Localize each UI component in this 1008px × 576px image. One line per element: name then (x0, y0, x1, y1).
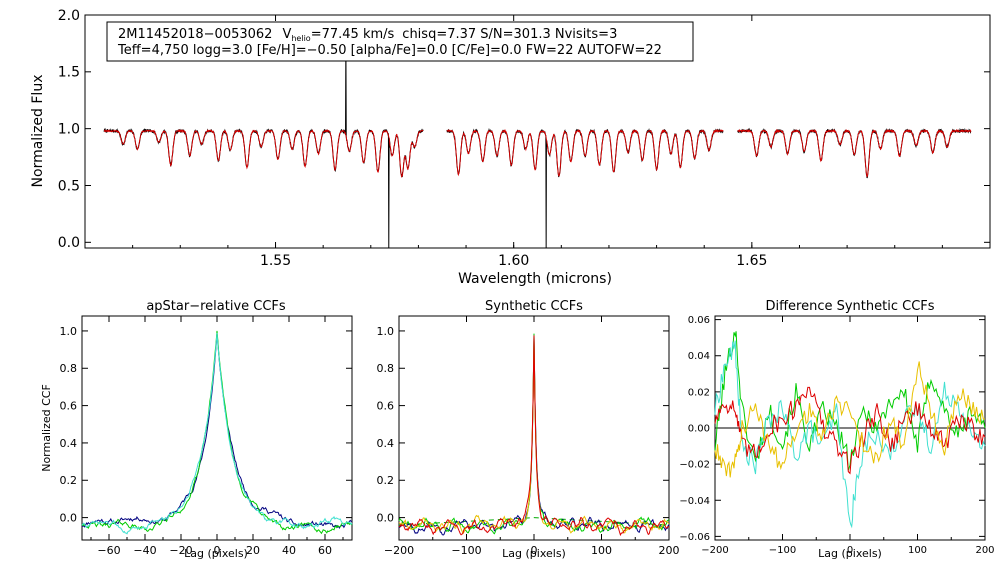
spectrum-lines (103, 39, 972, 249)
v-value: =77.45 km/s (311, 27, 395, 42)
ccf-series-4 (398, 335, 670, 537)
difference-ccf-x-axis-label: Lag (pixels) (818, 547, 882, 560)
x-tick-label: −200 (701, 545, 728, 556)
apstar-ccf-y-axis-label: Normalized CCF (40, 384, 53, 472)
apstar-ccf-lines (81, 330, 353, 535)
x-tick-label: 1.65 (736, 253, 767, 269)
x-tick-label: −60 (97, 544, 120, 557)
difference-ccf-x-ticks: −200 −100 0 100 200 (701, 316, 995, 556)
spectrum-info-line1: 2M11452018−0053062 Vhelio=77.45 km/s chisq… (118, 27, 617, 43)
y-tick-label: 0.02 (688, 387, 710, 398)
spectrum-info-box: 2M11452018−0053062 Vhelio=77.45 km/s chisq… (106, 21, 694, 62)
x-tick-label: 0 (847, 545, 853, 556)
x-tick-label: 1.60 (498, 253, 529, 269)
spectrum-x-ticks: 1.55 1.60 1.65 (84, 15, 943, 269)
apstar-ccf-y-ticks: 0.0 0.2 0.4 0.6 0.8 1.0 (60, 325, 352, 524)
ccf-series-2 (81, 330, 353, 535)
y-tick-label: 0.0 (60, 511, 78, 524)
spectrum-plot-frame (84, 14, 991, 249)
y-tick-label: 1.5 (58, 65, 80, 81)
apstar-ccf-x-ticks: −60 −40 −20 0 20 40 60 (90, 316, 344, 557)
x-tick-label: 0 (214, 544, 221, 557)
v-label: V (282, 27, 291, 42)
x-tick-label: −20 (169, 544, 192, 557)
spectrum-y-ticks: 0.0 0.5 1.0 1.5 2.0 (58, 8, 990, 251)
difference-ccf-lines (714, 331, 986, 529)
y-tick-label: 0.0 (58, 235, 80, 251)
x-tick-label: −100 (769, 545, 796, 556)
apstar-ccf-title: apStar−relative CCFs (146, 299, 286, 314)
apstar-ccf-panel: apStar−relative CCFs −60 −40 −20 0 20 40 60 0.… (40, 299, 353, 560)
x-tick-label: 20 (246, 544, 260, 557)
difference-series-2 (714, 340, 986, 529)
spectrum-info-frame (106, 21, 694, 62)
y-tick-label: 0.00 (688, 424, 710, 435)
star-id: 2M11452018−0053062 (118, 27, 272, 42)
y-tick-label: 0.6 (60, 399, 78, 412)
x-tick-label: 100 (591, 544, 612, 557)
difference-series-3 (714, 386, 986, 475)
y-tick-label: 2.0 (58, 8, 80, 24)
spectrum-model-segment-1 (103, 128, 424, 178)
y-tick-label: 0.06 (688, 315, 710, 326)
x-tick-label: −100 (451, 544, 481, 557)
difference-ccf-title: Difference Synthetic CCFs (765, 299, 934, 314)
y-tick-label: 0.5 (58, 178, 80, 194)
synthetic-ccf-x-axis-label: Lag (pixels) (502, 547, 566, 560)
x-tick-label: 1.55 (260, 253, 291, 269)
difference-series-4 (714, 361, 986, 478)
difference-ccf-panel: Difference Synthetic CCFs −200 −100 0 100 20… (679, 299, 994, 560)
x-tick-label: 60 (318, 544, 332, 557)
y-tick-label: 1.0 (58, 122, 80, 138)
spectrum-model-segment-2 (446, 128, 724, 177)
y-tick-label: −0.02 (679, 460, 710, 471)
y-tick-label: 0.6 (377, 399, 395, 412)
x-tick-label: 40 (282, 544, 296, 557)
ccf-series-1 (81, 333, 353, 530)
apstar-ccf-x-axis-label: Lag (pixels) (184, 547, 248, 560)
x-tick-label: 200 (975, 545, 994, 556)
y-tick-label: 0.04 (688, 351, 710, 362)
spectrum-info-line2: Teff=4,750 logg=3.0 [Fe/H]=−0.50 [alpha/… (117, 43, 662, 58)
synthetic-ccf-panel: Synthetic CCFs −200 −100 0 100 200 0.0 0.2 0.4… (377, 299, 680, 560)
difference-ccf-y-ticks: −0.06 −0.04 −0.02 0.00 0.02 0.04 0.06 (679, 315, 985, 543)
x-tick-label: 100 (908, 545, 927, 556)
spectrum-observed-segment-2 (446, 127, 724, 249)
ccf-series-3 (81, 332, 353, 535)
synthetic-ccf-lines (398, 333, 670, 537)
y-tick-label: 0.4 (60, 437, 78, 450)
x-tick-label: 200 (659, 544, 680, 557)
apstar-ccf-frame (81, 315, 353, 541)
y-tick-label: 0.8 (377, 362, 395, 375)
x-tick-label: −40 (133, 544, 156, 557)
y-tick-label: −0.06 (679, 532, 710, 543)
difference-series-1 (714, 331, 986, 471)
synthetic-ccf-title: Synthetic CCFs (485, 299, 583, 314)
y-tick-label: 0.2 (377, 474, 395, 487)
fit-stats: chisq=7.37 S/N=301.3 Nvisits=3 (402, 27, 617, 42)
y-tick-label: 1.0 (377, 325, 395, 338)
x-tick-label: −200 (384, 544, 414, 557)
synthetic-ccf-x-ticks: −200 −100 0 100 200 (384, 316, 680, 557)
x-tick-label: 0 (531, 544, 538, 557)
spectrum-x-axis-label: Wavelength (microns) (458, 271, 612, 287)
y-tick-label: 0.4 (377, 437, 395, 450)
y-tick-label: 0.0 (377, 511, 395, 524)
spectrum-y-axis-label: Normalized Flux (30, 75, 46, 188)
spectrum-panel: 1.55 1.60 1.65 0.0 0.5 1.0 1.5 2.0 Wavelength … (30, 8, 991, 287)
y-tick-label: 1.0 (60, 325, 78, 338)
y-tick-label: 0.8 (60, 362, 78, 375)
v-subscript: helio (291, 34, 310, 43)
y-tick-label: −0.04 (679, 496, 710, 507)
spectrum-model-segment-3 (737, 128, 972, 178)
synthetic-ccf-y-ticks: 0.0 0.2 0.4 0.6 0.8 1.0 (377, 325, 669, 524)
y-tick-label: 0.2 (60, 474, 78, 487)
